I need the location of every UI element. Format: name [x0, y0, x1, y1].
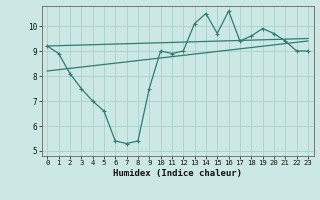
X-axis label: Humidex (Indice chaleur): Humidex (Indice chaleur)	[113, 169, 242, 178]
